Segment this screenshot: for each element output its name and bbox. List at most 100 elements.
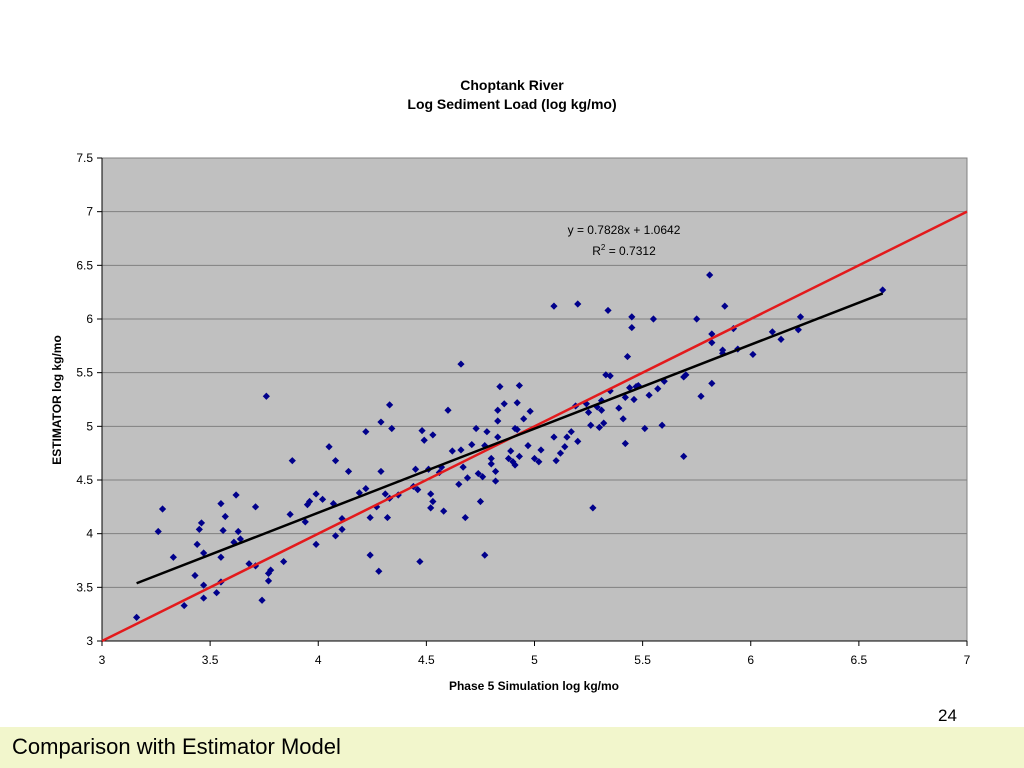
data-point	[318, 495, 327, 503]
data-point	[200, 594, 208, 602]
data-point	[312, 540, 320, 548]
data-point	[561, 443, 569, 451]
data-point	[537, 446, 545, 454]
data-point	[420, 436, 428, 444]
data-point	[682, 371, 690, 379]
data-point	[381, 490, 389, 498]
chart-title: Choptank River Log Sediment Load (log kg…	[0, 76, 1024, 114]
data-point	[388, 424, 396, 433]
regression-equation: y = 0.7828x + 1.0642	[568, 223, 681, 237]
data-point	[258, 596, 266, 604]
data-point	[414, 486, 422, 494]
data-point	[251, 503, 260, 511]
data-point	[331, 532, 340, 540]
data-point	[645, 391, 653, 399]
r-squared-value: = 0.7312	[605, 244, 656, 258]
data-point	[217, 553, 225, 561]
scatter-chart: 3 3.5 4 4.5 5 5.5 6 6.5 7 7.5 3 3.5 4 4.5 5 5.5 6 6.5 7 y …	[50, 151, 971, 693]
data-point	[494, 417, 502, 425]
y-axis-label: ESTIMATOR log kg/mo	[50, 335, 64, 465]
data-point	[306, 497, 314, 506]
data-point	[507, 447, 515, 455]
x-tick-label: 7	[964, 653, 971, 667]
data-point	[649, 315, 658, 323]
data-points	[133, 271, 887, 621]
data-point	[312, 490, 320, 498]
data-point	[262, 392, 270, 400]
data-point	[584, 408, 593, 416]
slide-footer-title: Comparison with Estimator Model	[12, 734, 341, 759]
data-point	[377, 467, 385, 476]
x-tick-label: 6.5	[851, 653, 868, 667]
data-point	[468, 440, 476, 449]
data-point	[628, 313, 636, 321]
data-point	[325, 443, 333, 451]
data-point	[721, 302, 729, 310]
data-point	[654, 385, 662, 393]
data-point	[487, 460, 495, 468]
data-point	[582, 400, 590, 408]
data-point	[154, 527, 162, 536]
data-point	[463, 474, 472, 482]
data-point	[619, 415, 627, 423]
data-point	[574, 300, 582, 308]
data-point	[621, 393, 629, 401]
data-point	[574, 437, 582, 445]
data-point	[440, 507, 448, 515]
plot-area	[101, 157, 968, 642]
data-point	[375, 567, 383, 575]
data-point	[429, 431, 437, 439]
data-point	[593, 403, 601, 411]
data-point	[708, 379, 716, 387]
y-tick-label: 7.5	[76, 151, 93, 165]
data-point	[634, 381, 642, 390]
data-point	[556, 449, 565, 457]
data-point	[550, 302, 558, 310]
data-point	[234, 527, 242, 536]
chart-title-line1: Choptank River	[460, 77, 564, 93]
y-tick-label: 4.5	[76, 473, 93, 487]
data-point	[366, 513, 374, 522]
data-point	[459, 463, 467, 471]
data-point	[509, 458, 517, 466]
data-point	[158, 505, 167, 513]
data-point	[597, 396, 606, 405]
data-point	[697, 392, 705, 400]
data-point	[520, 415, 528, 423]
x-tick-label: 6	[747, 653, 754, 667]
data-point	[511, 461, 519, 469]
data-point	[197, 519, 206, 527]
data-point	[481, 551, 489, 559]
data-point	[615, 404, 623, 412]
data-point	[280, 557, 288, 566]
x-tick-label: 3.5	[202, 653, 219, 667]
data-point	[288, 457, 296, 465]
data-point	[567, 428, 575, 436]
gridlines	[102, 157, 967, 642]
data-point	[180, 601, 188, 610]
data-point	[483, 428, 491, 436]
data-point	[552, 457, 560, 465]
data-point	[232, 491, 240, 499]
data-point	[494, 406, 502, 414]
data-point	[195, 525, 203, 533]
data-point	[264, 577, 273, 585]
y-tick-label: 5	[86, 419, 93, 433]
data-point	[708, 330, 716, 338]
data-point	[641, 424, 649, 433]
y-tick-label: 4	[86, 527, 93, 541]
data-point	[513, 425, 521, 434]
data-point	[476, 497, 485, 506]
data-point	[496, 383, 504, 391]
data-point	[600, 419, 608, 427]
data-point	[491, 477, 500, 485]
data-point	[373, 503, 381, 511]
data-point	[660, 377, 668, 385]
data-point	[794, 326, 802, 334]
data-point	[550, 433, 558, 441]
reference-lines	[101, 210, 968, 643]
data-point	[236, 535, 244, 543]
data-point	[474, 469, 482, 478]
y-tick-label: 6.5	[76, 258, 93, 272]
data-point	[448, 447, 456, 455]
